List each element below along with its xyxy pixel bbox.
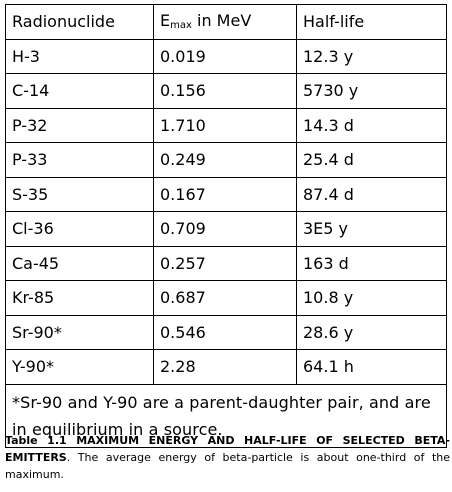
cell-emax: 0.019 [153, 38, 297, 74]
cell-nuclide: P-33 [5, 142, 154, 178]
header-emax-symbol: E [160, 11, 171, 31]
header-emax: Emax in MeV [153, 4, 297, 40]
cell-half-life: 64.1 h [296, 349, 447, 385]
header-radionuclide: Radionuclide [5, 4, 154, 40]
cell-half-life: 12.3 y [296, 38, 447, 74]
caption-text: . The average energy of beta-particle is… [5, 451, 450, 481]
cell-half-life: 5730 y [296, 73, 447, 109]
cell-half-life: 163 d [296, 245, 447, 281]
cell-emax: 0.156 [153, 73, 297, 109]
cell-emax: 0.167 [153, 176, 297, 212]
table-row: Kr-85 0.687 10.8 y [5, 280, 447, 316]
cell-emax: 0.257 [153, 245, 297, 281]
table-caption: Table 1.1 MAXIMUM ENERGY AND HALF-LIFE O… [5, 432, 450, 483]
header-emax-unit: in MeV [191, 11, 252, 31]
cell-nuclide: Y-90* [5, 349, 154, 385]
table-row: H-3 0.019 12.3 y [5, 38, 447, 74]
table-row: Y-90* 2.28 64.1 h [5, 349, 447, 385]
table-header-row: Radionuclide Emax in MeV Half-life [5, 4, 447, 40]
cell-half-life: 25.4 d [296, 142, 447, 178]
cell-nuclide: Cl-36 [5, 211, 154, 247]
caption-label: Table 1.1 MAXIMUM ENERGY AND HALF-LIFE O… [5, 434, 450, 464]
nuclide-table-container: Radionuclide Emax in MeV Half-life H-3 0… [5, 4, 447, 448]
cell-nuclide: H-3 [5, 38, 154, 74]
cell-emax: 0.546 [153, 314, 297, 350]
cell-emax: 0.687 [153, 280, 297, 316]
table-row: Ca-45 0.257 163 d [5, 245, 447, 281]
cell-half-life: 10.8 y [296, 280, 447, 316]
cell-nuclide: S-35 [5, 176, 154, 212]
beta-emitters-table: Radionuclide Emax in MeV Half-life H-3 0… [5, 4, 447, 448]
cell-emax: 0.249 [153, 142, 297, 178]
table-row: Cl-36 0.709 3E5 y [5, 211, 447, 247]
table-footnote: *Sr-90 and Y-90 are a parent-daughter pa… [5, 383, 447, 448]
cell-half-life: 3E5 y [296, 211, 447, 247]
cell-nuclide: C-14 [5, 73, 154, 109]
cell-nuclide: Sr-90* [5, 314, 154, 350]
cell-emax: 1.710 [153, 107, 297, 143]
table-row: Sr-90* 0.546 28.6 y [5, 314, 447, 350]
table-footnote-row: *Sr-90 and Y-90 are a parent-daughter pa… [5, 383, 447, 448]
cell-nuclide: P-32 [5, 107, 154, 143]
table-row: P-32 1.710 14.3 d [5, 107, 447, 143]
cell-half-life: 87.4 d [296, 176, 447, 212]
table-row: S-35 0.167 87.4 d [5, 176, 447, 212]
header-half-life: Half-life [296, 4, 447, 40]
table-row: C-14 0.156 5730 y [5, 73, 447, 109]
cell-emax: 0.709 [153, 211, 297, 247]
cell-nuclide: Ca-45 [5, 245, 154, 281]
cell-emax: 2.28 [153, 349, 297, 385]
header-emax-subscript: max [170, 20, 192, 32]
cell-nuclide: Kr-85 [5, 280, 154, 316]
cell-half-life: 14.3 d [296, 107, 447, 143]
table-row: P-33 0.249 25.4 d [5, 142, 447, 178]
cell-half-life: 28.6 y [296, 314, 447, 350]
